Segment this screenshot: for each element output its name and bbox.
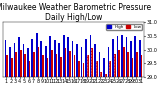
- Bar: [49, 36, 51, 77]
- Bar: [27, 48, 29, 77]
- Bar: [38, 47, 40, 77]
- Bar: [100, 72, 102, 77]
- Bar: [74, 55, 75, 77]
- Bar: [42, 55, 44, 77]
- Bar: [136, 52, 138, 77]
- Bar: [47, 58, 48, 77]
- Bar: [123, 47, 124, 77]
- Bar: [20, 50, 22, 77]
- Bar: [112, 39, 114, 77]
- Bar: [85, 39, 87, 77]
- Bar: [92, 48, 93, 77]
- Bar: [125, 37, 127, 77]
- Legend: High, Low: High, Low: [106, 24, 142, 30]
- Bar: [40, 41, 42, 77]
- Bar: [63, 35, 64, 77]
- Bar: [78, 61, 80, 77]
- Bar: [67, 37, 69, 77]
- Bar: [105, 74, 107, 77]
- Bar: [36, 33, 38, 77]
- Bar: [114, 54, 116, 77]
- Bar: [141, 55, 142, 77]
- Bar: [45, 46, 47, 77]
- Bar: [33, 52, 35, 77]
- Bar: [56, 54, 57, 77]
- Bar: [121, 35, 123, 77]
- Bar: [29, 61, 31, 77]
- Bar: [76, 44, 78, 77]
- Bar: [139, 40, 141, 77]
- Bar: [60, 57, 62, 77]
- Bar: [72, 41, 73, 77]
- Bar: [96, 61, 98, 77]
- Bar: [18, 37, 20, 77]
- Bar: [11, 58, 13, 77]
- Bar: [14, 43, 15, 77]
- Bar: [54, 40, 56, 77]
- Bar: [81, 47, 82, 77]
- Bar: [116, 36, 118, 77]
- Bar: [127, 52, 129, 77]
- Bar: [94, 44, 96, 77]
- Bar: [134, 36, 136, 77]
- Bar: [83, 63, 84, 77]
- Title: Milwaukee Weather Barometric Pressure
Daily High/Low: Milwaukee Weather Barometric Pressure Da…: [0, 3, 151, 22]
- Bar: [108, 47, 109, 77]
- Bar: [5, 40, 6, 77]
- Bar: [130, 41, 132, 77]
- Bar: [9, 47, 11, 77]
- Bar: [99, 52, 100, 77]
- Bar: [6, 55, 8, 77]
- Bar: [103, 58, 105, 77]
- Bar: [24, 54, 26, 77]
- Bar: [15, 52, 17, 77]
- Bar: [90, 35, 91, 77]
- Bar: [58, 43, 60, 77]
- Bar: [118, 50, 120, 77]
- Bar: [23, 44, 24, 77]
- Bar: [65, 48, 66, 77]
- Bar: [87, 55, 89, 77]
- Bar: [132, 58, 133, 77]
- Bar: [69, 51, 71, 77]
- Bar: [109, 61, 111, 77]
- Bar: [51, 50, 53, 77]
- Bar: [32, 39, 33, 77]
